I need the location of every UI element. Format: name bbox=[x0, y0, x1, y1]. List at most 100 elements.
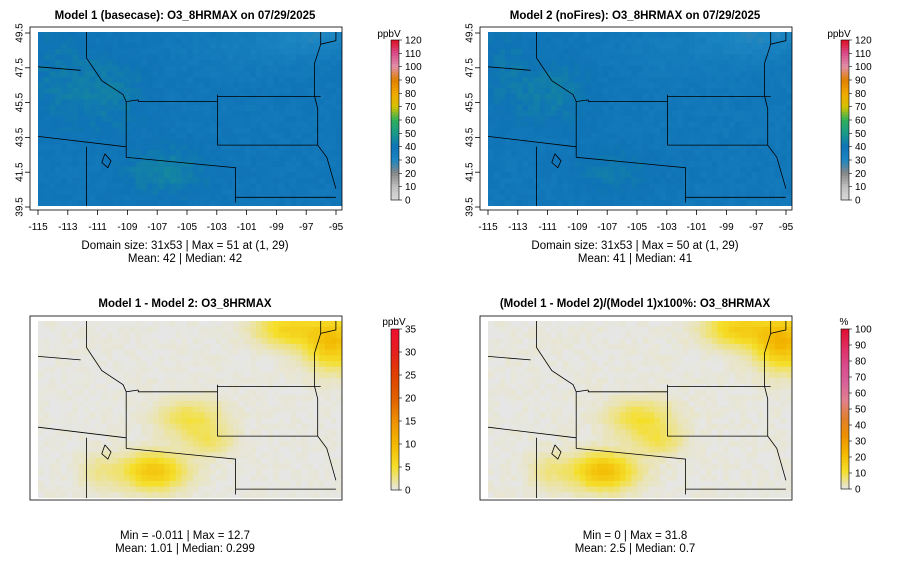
grid-cell bbox=[308, 133, 314, 139]
grid-cell bbox=[147, 54, 153, 60]
grid-cell bbox=[331, 49, 337, 55]
grid-cell bbox=[84, 469, 90, 475]
grid-cell bbox=[262, 83, 268, 89]
grid-cell bbox=[67, 407, 73, 413]
colorbar-segment bbox=[841, 80, 849, 83]
grid-cell bbox=[296, 321, 302, 327]
grid-cell bbox=[758, 122, 764, 128]
grid-cell bbox=[90, 94, 96, 100]
grid-cell bbox=[273, 54, 279, 60]
grid-cell bbox=[511, 83, 517, 89]
grid-cell bbox=[313, 418, 319, 424]
y-tick-label: 45.5 bbox=[15, 92, 26, 112]
grid-cell bbox=[84, 83, 90, 89]
grid-cell bbox=[677, 32, 683, 38]
grid-cell bbox=[660, 178, 666, 184]
grid-cell bbox=[78, 161, 84, 167]
grid-cell bbox=[528, 94, 534, 100]
grid-cell bbox=[511, 150, 517, 156]
colorbar-segment bbox=[391, 139, 399, 142]
grid-cell bbox=[262, 429, 268, 435]
grid-cell bbox=[153, 127, 159, 133]
grid-cell bbox=[746, 150, 752, 156]
grid-cell bbox=[118, 441, 124, 447]
grid-cell bbox=[660, 49, 666, 55]
grid-cell bbox=[204, 350, 210, 356]
grid-cell bbox=[61, 452, 67, 458]
grid-cell bbox=[608, 195, 614, 201]
grid-cell bbox=[187, 361, 193, 367]
grid-cell bbox=[672, 54, 678, 60]
grid-cell bbox=[176, 144, 182, 150]
grid-cell bbox=[130, 469, 136, 475]
grid-cell bbox=[55, 155, 61, 161]
grid-cell bbox=[758, 116, 764, 122]
grid-cell bbox=[141, 350, 147, 356]
grid-cell bbox=[706, 105, 712, 111]
grid-cell bbox=[614, 178, 620, 184]
grid-cell bbox=[181, 441, 187, 447]
grid-cell bbox=[614, 116, 620, 122]
grid-cell bbox=[216, 407, 222, 413]
colorbar-segment bbox=[841, 93, 849, 96]
grid-cell bbox=[313, 139, 319, 145]
grid-cell bbox=[55, 178, 61, 184]
grid-cell bbox=[649, 139, 655, 145]
grid-cell bbox=[55, 167, 61, 173]
grid-cell bbox=[325, 60, 331, 66]
grid-cell bbox=[49, 200, 55, 206]
colorbar-segment bbox=[391, 85, 399, 88]
grid-cell bbox=[643, 172, 649, 178]
grid-cell bbox=[325, 184, 331, 190]
grid-cell bbox=[511, 133, 517, 139]
grid-cell bbox=[758, 133, 764, 139]
grid-cell bbox=[67, 105, 73, 111]
grid-cell bbox=[563, 94, 569, 100]
grid-cell bbox=[84, 350, 90, 356]
grid-cell bbox=[319, 178, 325, 184]
grid-cell bbox=[545, 60, 551, 66]
grid-cell bbox=[746, 172, 752, 178]
grid-cell bbox=[181, 321, 187, 327]
grid-cell bbox=[488, 111, 494, 117]
grid-cell bbox=[302, 54, 308, 60]
grid-cell bbox=[574, 127, 580, 133]
grid-cell bbox=[158, 350, 164, 356]
grid-cell bbox=[72, 66, 78, 72]
grid-cell bbox=[580, 127, 586, 133]
grid-cell bbox=[101, 105, 107, 111]
grid-cell bbox=[216, 384, 222, 390]
grid-cell bbox=[637, 111, 643, 117]
grid-cell bbox=[239, 60, 245, 66]
grid-cell bbox=[302, 378, 308, 384]
colorbar-tick-label: 70 bbox=[405, 102, 417, 113]
grid-cell bbox=[649, 200, 655, 206]
grid-cell bbox=[216, 189, 222, 195]
grid-cell bbox=[164, 390, 170, 396]
colorbar-segment bbox=[841, 187, 849, 190]
grid-cell bbox=[210, 99, 216, 105]
grid-cell bbox=[170, 429, 176, 435]
grid-cell bbox=[586, 49, 592, 55]
grid-cell bbox=[204, 458, 210, 464]
grid-cell bbox=[740, 60, 746, 66]
grid-cell bbox=[643, 184, 649, 190]
grid-cell bbox=[124, 344, 130, 350]
grid-cell bbox=[694, 54, 700, 60]
grid-cell bbox=[608, 167, 614, 173]
grid-cell bbox=[204, 367, 210, 373]
grid-cell bbox=[38, 38, 44, 44]
grid-cell bbox=[290, 372, 296, 378]
grid-cell bbox=[204, 49, 210, 55]
grid-cell bbox=[176, 378, 182, 384]
grid-cell bbox=[689, 99, 695, 105]
grid-cell bbox=[210, 32, 216, 38]
grid-cell bbox=[631, 94, 637, 100]
grid-cell bbox=[568, 49, 574, 55]
grid-cell bbox=[723, 184, 729, 190]
grid-cell bbox=[319, 111, 325, 117]
grid-cell bbox=[72, 99, 78, 105]
grid-cell bbox=[279, 452, 285, 458]
grid-cell bbox=[540, 161, 546, 167]
grid-cell bbox=[511, 178, 517, 184]
